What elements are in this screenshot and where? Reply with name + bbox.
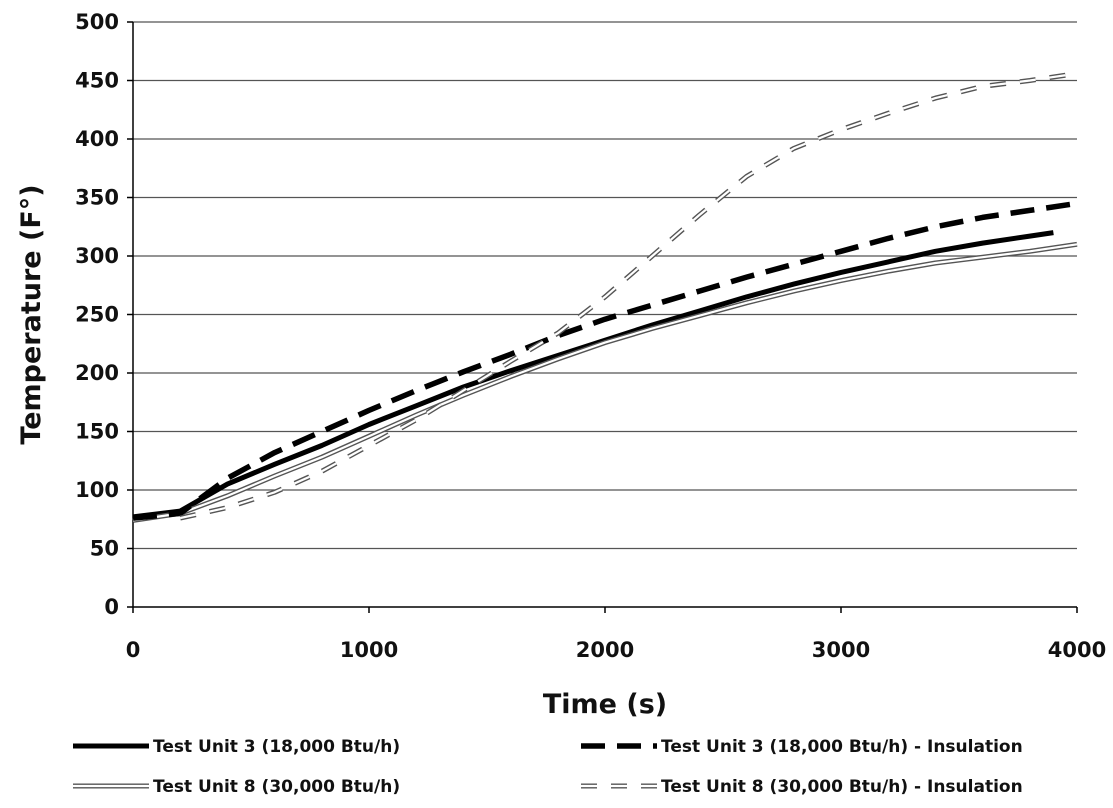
x-tick-label: 4000 (1048, 638, 1106, 662)
x-tick-label: 1000 (340, 638, 398, 662)
legend-label: Test Unit 3 (18,000 Btu/h) (153, 737, 400, 757)
legend-item-1: Test Unit 3 (18,000 Btu/h) (73, 737, 400, 757)
gridlines (133, 21, 1077, 550)
y-tick-label: 400 (75, 127, 119, 151)
series-line-4-inner (179, 72, 1078, 520)
x-tick-label: 0 (126, 638, 141, 662)
x-tick-label: 2000 (576, 638, 634, 662)
y-axis-title: Temperature (F°) (16, 184, 47, 444)
axes: 0 50 100 150 200 250 300 350 400 450 500 0 1000 2000 3… (16, 10, 1106, 720)
y-tick-label: 50 (90, 537, 119, 561)
y-tick-label: 250 (75, 303, 119, 327)
y-tick-label: 300 (75, 244, 119, 268)
y-tick-label: 500 (75, 10, 119, 34)
y-tick-label: 350 (75, 186, 119, 210)
legend: Test Unit 3 (18,000 Btu/h) Test Unit 8 (3… (73, 737, 1023, 797)
series-line-2 (132, 241, 1078, 523)
y-tick-label: 100 (75, 478, 119, 502)
series-line-2-inner (132, 243, 1078, 522)
x-axis-title: Time (s) (543, 689, 667, 720)
series-1 (132, 230, 1054, 520)
series-2 (132, 241, 1078, 523)
y-tick-label: 450 (75, 69, 119, 93)
series-line-3 (132, 200, 1078, 521)
x-tick-label: 3000 (812, 638, 870, 662)
legend-label: Test Unit 3 (18,000 Btu/h) - Insulation (661, 737, 1023, 757)
y-tick-label: 0 (104, 595, 119, 619)
legend-label: Test Unit 8 (30,000 Btu/h) - Insulation (661, 777, 1023, 797)
legend-item-2: Test Unit 8 (30,000 Btu/h) (73, 777, 400, 797)
series-lines (132, 71, 1078, 523)
y-tick-label: 150 (75, 420, 119, 444)
series-4 (179, 71, 1078, 521)
y-tick-label: 200 (75, 361, 119, 385)
legend-item-3: Test Unit 3 (18,000 Btu/h) - Insulation (581, 737, 1023, 757)
legend-item-4: Test Unit 8 (30,000 Btu/h) - Insulation (581, 777, 1023, 797)
series-line-1 (132, 230, 1054, 520)
legend-label: Test Unit 8 (30,000 Btu/h) (153, 777, 400, 797)
series-3 (132, 200, 1078, 521)
series-line-4 (179, 71, 1078, 521)
